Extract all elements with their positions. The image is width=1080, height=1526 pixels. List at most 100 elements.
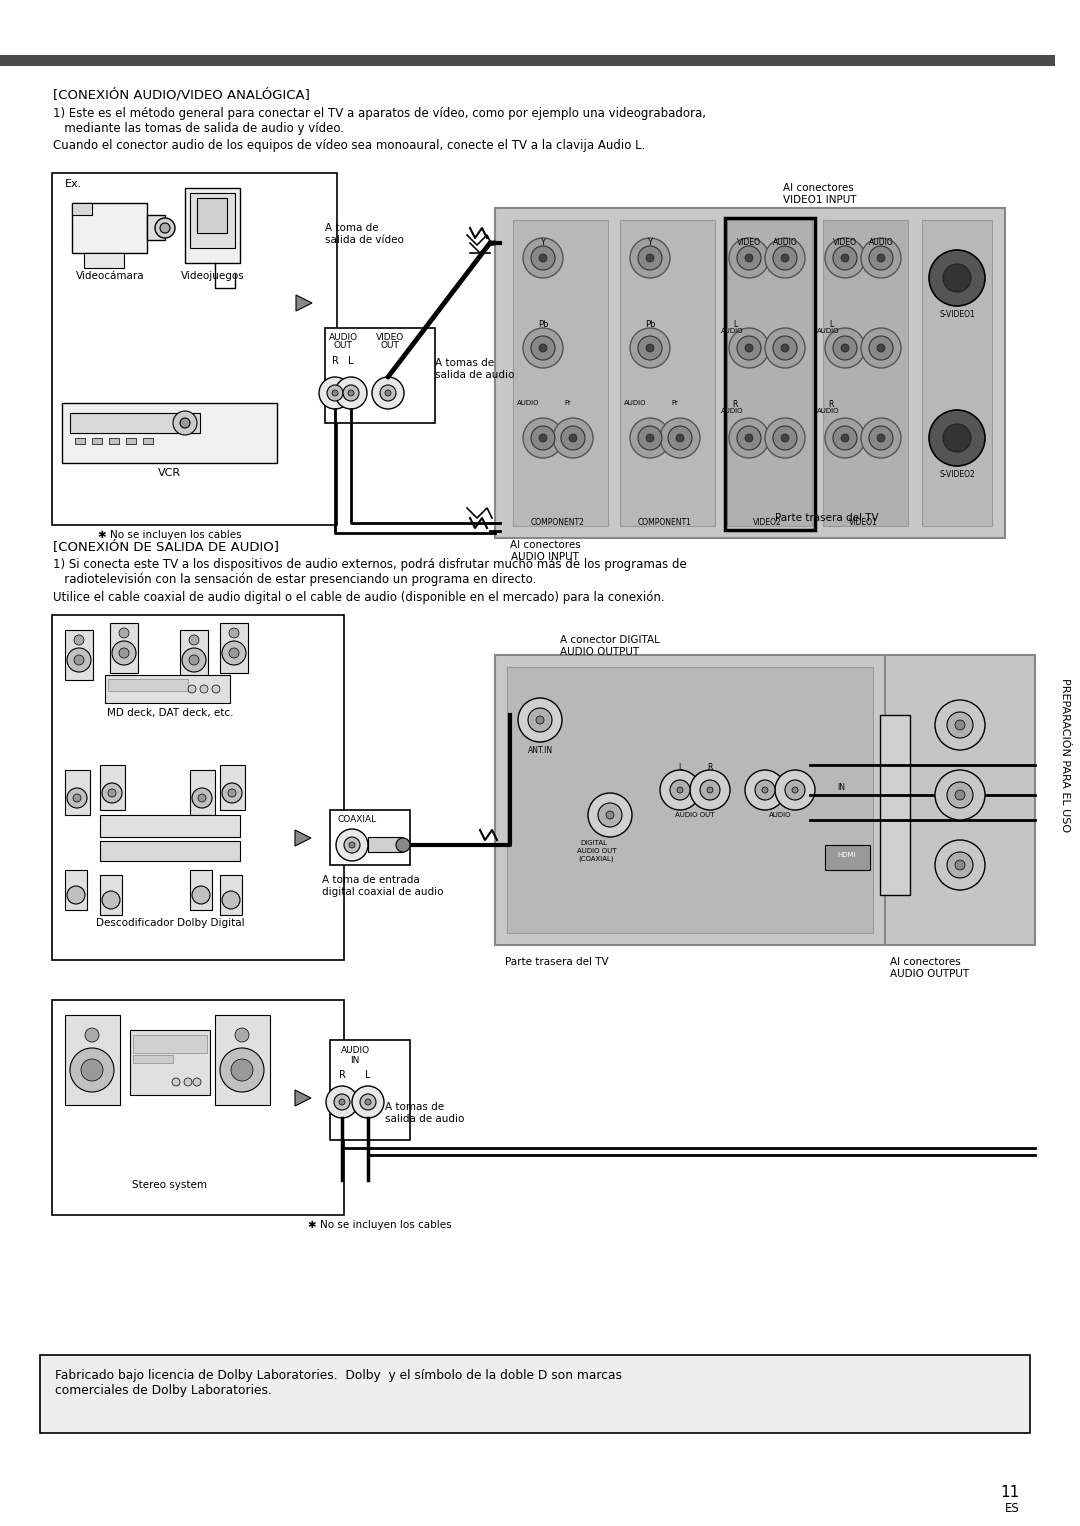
Circle shape bbox=[676, 433, 684, 443]
Bar bbox=[100, 815, 240, 836]
Text: HDMI: HDMI bbox=[838, 852, 856, 858]
Circle shape bbox=[326, 1087, 357, 1119]
Circle shape bbox=[349, 842, 355, 848]
Text: VCR: VCR bbox=[158, 468, 180, 478]
Circle shape bbox=[781, 253, 789, 262]
Bar bbox=[330, 810, 410, 865]
Text: radiotelevisión con la sensación de estar presenciando un programa en directo.: radiotelevisión con la sensación de es… bbox=[53, 572, 537, 586]
Circle shape bbox=[785, 780, 805, 800]
Circle shape bbox=[825, 328, 865, 368]
Circle shape bbox=[877, 253, 885, 262]
Text: [CONEXIÓN DE SALIDA DE AUDIO]: [CONEXIÓN DE SALIDA DE AUDIO] bbox=[53, 540, 279, 552]
Circle shape bbox=[319, 377, 351, 409]
Text: AUDIO OUT: AUDIO OUT bbox=[577, 848, 617, 855]
Circle shape bbox=[825, 238, 865, 278]
Text: A conector DIGITAL: A conector DIGITAL bbox=[561, 635, 660, 645]
Circle shape bbox=[861, 418, 901, 458]
Text: AUDIO OUTPUT: AUDIO OUTPUT bbox=[890, 969, 969, 980]
Circle shape bbox=[677, 787, 683, 794]
Bar bbox=[190, 771, 215, 815]
Circle shape bbox=[365, 1099, 372, 1105]
Circle shape bbox=[943, 264, 971, 291]
Bar bbox=[92, 438, 102, 444]
Circle shape bbox=[669, 426, 692, 450]
Circle shape bbox=[235, 1029, 249, 1042]
Circle shape bbox=[833, 426, 858, 450]
Circle shape bbox=[229, 629, 239, 638]
Circle shape bbox=[833, 336, 858, 360]
Text: Videojuegos: Videojuegos bbox=[181, 272, 245, 281]
Circle shape bbox=[222, 783, 242, 803]
Text: salida de audio: salida de audio bbox=[435, 369, 514, 380]
Circle shape bbox=[737, 426, 761, 450]
Bar bbox=[133, 1035, 207, 1053]
Circle shape bbox=[841, 253, 849, 262]
Text: R: R bbox=[332, 356, 338, 366]
Bar bbox=[133, 1054, 173, 1064]
Circle shape bbox=[773, 336, 797, 360]
Bar bbox=[70, 414, 200, 433]
Bar bbox=[220, 623, 248, 673]
Circle shape bbox=[212, 685, 220, 693]
Circle shape bbox=[70, 1048, 114, 1093]
Bar bbox=[725, 218, 815, 530]
Circle shape bbox=[877, 433, 885, 443]
Text: Parte trasera del TV: Parte trasera del TV bbox=[505, 957, 609, 967]
Circle shape bbox=[523, 328, 563, 368]
Text: VIDEO1 INPUT: VIDEO1 INPUT bbox=[783, 195, 856, 204]
Text: ANT.IN: ANT.IN bbox=[527, 746, 553, 755]
Circle shape bbox=[630, 418, 670, 458]
Circle shape bbox=[833, 246, 858, 270]
Circle shape bbox=[825, 418, 865, 458]
Text: R: R bbox=[707, 763, 713, 772]
Bar bbox=[190, 192, 235, 249]
Circle shape bbox=[189, 655, 199, 665]
Text: AUDIO: AUDIO bbox=[868, 238, 893, 247]
Text: Stereo system: Stereo system bbox=[133, 1180, 207, 1190]
Circle shape bbox=[765, 328, 805, 368]
Circle shape bbox=[85, 1029, 99, 1042]
Text: Videocámara: Videocámara bbox=[76, 272, 145, 281]
Bar bbox=[40, 1355, 1030, 1433]
Circle shape bbox=[707, 787, 713, 794]
Circle shape bbox=[229, 649, 239, 658]
Text: COMPONENT2: COMPONENT2 bbox=[531, 517, 585, 526]
Circle shape bbox=[327, 385, 343, 401]
Text: Al conectores: Al conectores bbox=[890, 957, 961, 967]
Text: Utilice el cable coaxial de audio digital o el cable de audio (disponible en el : Utilice el cable coaxial de audio digita… bbox=[53, 591, 664, 603]
Circle shape bbox=[737, 246, 761, 270]
Bar bbox=[185, 188, 240, 262]
Circle shape bbox=[220, 1048, 264, 1093]
Bar bbox=[109, 438, 119, 444]
Bar bbox=[823, 220, 908, 526]
Circle shape bbox=[935, 771, 985, 819]
Text: AUDIO OUT: AUDIO OUT bbox=[675, 812, 715, 818]
Circle shape bbox=[75, 635, 84, 645]
Circle shape bbox=[670, 780, 690, 800]
Text: R: R bbox=[732, 400, 738, 409]
Text: A toma de entrada: A toma de entrada bbox=[322, 874, 420, 885]
Circle shape bbox=[102, 891, 120, 909]
Circle shape bbox=[189, 635, 199, 645]
Text: AUDIO: AUDIO bbox=[516, 400, 539, 406]
Circle shape bbox=[745, 343, 753, 353]
Polygon shape bbox=[296, 295, 312, 311]
Circle shape bbox=[192, 887, 210, 903]
Text: Ex.: Ex. bbox=[65, 179, 82, 189]
Text: Y: Y bbox=[540, 238, 545, 247]
Circle shape bbox=[528, 708, 552, 732]
Circle shape bbox=[67, 887, 85, 903]
Text: VIDEO: VIDEO bbox=[833, 238, 858, 247]
Bar bbox=[62, 403, 276, 462]
Circle shape bbox=[638, 336, 662, 360]
Circle shape bbox=[339, 1099, 345, 1105]
Text: OUT: OUT bbox=[380, 340, 400, 349]
Circle shape bbox=[188, 685, 195, 693]
Bar bbox=[368, 836, 403, 852]
Circle shape bbox=[539, 253, 546, 262]
Circle shape bbox=[929, 410, 985, 465]
Circle shape bbox=[228, 789, 237, 797]
Circle shape bbox=[518, 697, 562, 742]
Bar bbox=[727, 220, 812, 526]
Circle shape bbox=[660, 418, 700, 458]
